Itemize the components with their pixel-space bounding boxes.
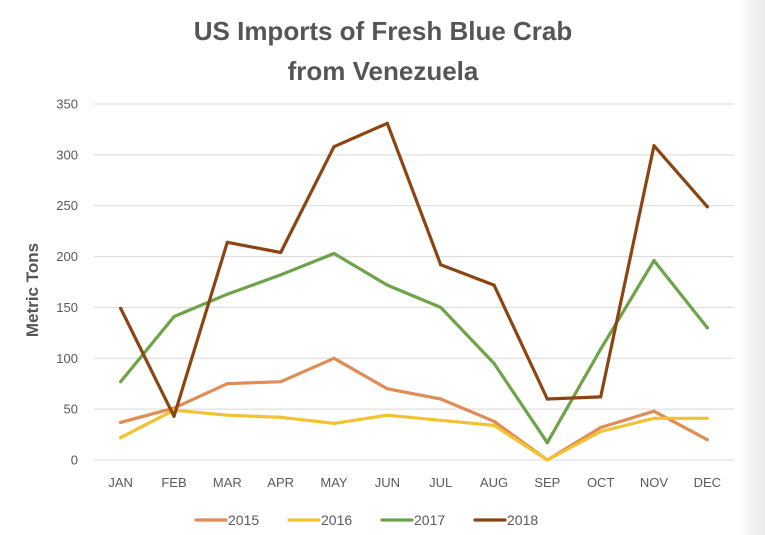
legend-item-2018: 2018 — [473, 512, 538, 528]
data-point-2018 — [492, 283, 496, 287]
data-point-2018 — [545, 397, 549, 401]
y-tick-label: 200 — [56, 249, 78, 264]
data-point-2016 — [652, 416, 656, 420]
data-point-2015 — [652, 409, 656, 413]
data-point-2018 — [332, 145, 336, 149]
data-point-2018 — [385, 121, 389, 125]
x-tick-label: FEB — [161, 475, 186, 490]
x-tick-label: JUN — [375, 475, 400, 490]
data-point-2018 — [439, 263, 443, 267]
data-point-2018 — [652, 144, 656, 148]
y-axis-ticks: 0 50 100 150 200 250 300 350 — [56, 97, 78, 468]
data-point-2015 — [705, 438, 709, 442]
x-tick-label: APR — [267, 475, 294, 490]
data-point-2016 — [225, 413, 229, 417]
data-point-2015 — [439, 397, 443, 401]
x-tick-label: AUG — [480, 475, 508, 490]
data-point-2015 — [385, 387, 389, 391]
legend-label: 2017 — [414, 512, 445, 528]
y-tick-label: 50 — [64, 402, 78, 417]
x-tick-label: JUL — [429, 475, 452, 490]
series-line-2017 — [119, 251, 709, 445]
legend-item-2017: 2017 — [380, 512, 445, 528]
y-tick-label: 350 — [56, 97, 78, 112]
data-point-2017 — [279, 273, 283, 277]
data-point-2017 — [385, 283, 389, 287]
data-point-2017 — [545, 441, 549, 445]
series-line-2015 — [119, 356, 709, 462]
x-tick-label: MAY — [320, 475, 348, 490]
y-tick-label: 0 — [71, 453, 78, 468]
data-point-2017 — [705, 326, 709, 330]
data-point-2016 — [279, 415, 283, 419]
series-lines — [119, 121, 709, 462]
data-point-2015 — [599, 425, 603, 430]
legend-item-2016: 2016 — [287, 512, 352, 528]
x-tick-label: MAR — [213, 475, 242, 490]
data-point-2017 — [492, 361, 496, 365]
x-tick-label: NOV — [640, 475, 669, 490]
y-tick-label: 100 — [56, 351, 78, 366]
data-point-2016 — [439, 418, 443, 422]
data-point-2016 — [119, 436, 123, 440]
data-point-2016 — [385, 413, 389, 417]
x-tick-label: OCT — [587, 475, 615, 490]
data-point-2017 — [599, 347, 603, 351]
data-point-2017 — [439, 305, 443, 310]
series-line-2016 — [119, 408, 709, 462]
data-point-2015 — [225, 382, 229, 386]
legend: 2015 2016 2017 2018 — [194, 512, 538, 528]
y-axis-label: Metric Tons — [23, 243, 42, 337]
legend-label: 2015 — [228, 512, 259, 528]
right-edge-shading — [739, 0, 765, 535]
x-tick-label: DEC — [694, 475, 721, 490]
chart-title-line-2: from Venezuela — [288, 56, 479, 86]
data-point-2016 — [332, 421, 336, 425]
series-line-2018 — [119, 121, 709, 418]
chart-title-line-1: US Imports of Fresh Blue Crab — [194, 16, 573, 46]
data-point-2017 — [332, 251, 336, 256]
gridlines — [94, 103, 734, 461]
x-tick-label: JAN — [108, 475, 133, 490]
data-point-2018 — [705, 205, 709, 209]
data-point-2015 — [279, 380, 283, 384]
data-point-2017 — [225, 292, 229, 296]
data-point-2015 — [492, 419, 496, 423]
data-point-2017 — [119, 380, 123, 384]
data-point-2018 — [599, 395, 603, 399]
data-point-2017 — [652, 259, 656, 263]
y-tick-label: 150 — [56, 300, 78, 315]
data-point-2017 — [172, 314, 176, 319]
data-point-2015 — [119, 420, 123, 424]
x-axis-ticks: JAN FEB MAR APR MAY JUN JUL AUG SEP OCT NOV DEC — [108, 475, 721, 490]
y-tick-label: 300 — [56, 147, 78, 162]
data-point-2016 — [599, 429, 603, 434]
data-point-2018 — [225, 240, 229, 244]
data-point-2018 — [119, 306, 123, 311]
y-tick-label: 250 — [56, 198, 78, 213]
legend-label: 2018 — [507, 512, 538, 528]
legend-label: 2016 — [321, 512, 352, 528]
x-tick-label: SEP — [534, 475, 560, 490]
data-point-2016 — [545, 458, 549, 462]
data-point-2018 — [172, 414, 176, 418]
data-point-2015 — [332, 356, 336, 360]
data-point-2016 — [705, 416, 709, 420]
data-point-2018 — [279, 250, 283, 255]
legend-item-2015: 2015 — [194, 512, 259, 528]
data-point-2016 — [492, 423, 496, 428]
